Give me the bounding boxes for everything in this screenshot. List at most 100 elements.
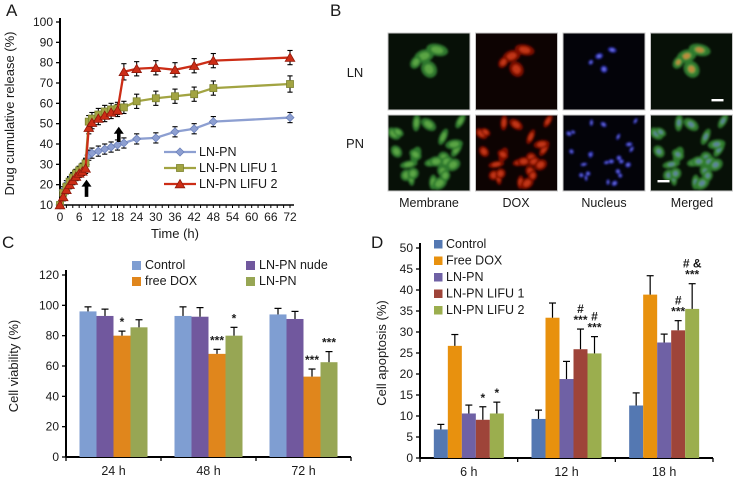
cell-blob: [626, 163, 630, 167]
cell-blob: [585, 176, 587, 180]
cell-blob: [677, 119, 681, 126]
legend-label: LN-PN LIFU 1: [199, 161, 278, 175]
cell-blob: [512, 64, 521, 74]
marker-diamond: [151, 133, 161, 143]
bar-LN-PN LIFU 2: [685, 308, 700, 458]
cell-blob: [545, 117, 551, 125]
panel-b-image-grid: [387, 32, 733, 192]
column-label-membrane: Membrane: [399, 196, 459, 210]
column-label-nucleus: Nucleus: [581, 196, 627, 210]
cell-blob: [676, 59, 681, 65]
y-tick-label: 30: [400, 325, 414, 339]
cell-blob: [613, 182, 616, 185]
cell-blob: [393, 148, 400, 155]
micro-tile-LN-Nucleus: [562, 32, 646, 111]
marker-triangle: [57, 191, 69, 202]
column-label-dox: DOX: [502, 196, 530, 210]
y-axis-title: Cell apoptosis (%): [374, 300, 389, 406]
x-tick-label: 24: [130, 210, 144, 224]
cell-blob: [607, 180, 609, 184]
significance-label: *: [120, 315, 125, 329]
micro-tile-border: [475, 32, 558, 111]
bar-LN-PN LIFU 1: [475, 419, 490, 458]
marker-diamond: [189, 124, 199, 134]
cell-blob: [520, 158, 528, 165]
legend-swatch: [246, 277, 255, 286]
y-tick-label: 5: [406, 430, 413, 444]
x-tick-label: 48: [207, 210, 221, 224]
row-label-ln: LN: [346, 65, 364, 80]
cell-blob: [667, 162, 675, 167]
cell-blob: [705, 173, 710, 178]
bar-Control: [629, 405, 644, 458]
x-tick-label: 72: [283, 210, 297, 224]
marker-square: [286, 80, 294, 88]
cells-layer: [498, 44, 535, 77]
y-tick-label: 100: [39, 298, 59, 312]
bar-free DOX: [113, 335, 131, 457]
bar-Control: [269, 314, 287, 457]
legend-label: LN-PN: [446, 270, 484, 284]
marker-triangle: [150, 62, 162, 72]
micro-tile-border: [562, 32, 646, 111]
y-axis-title: Drug cumulative release (%): [2, 31, 17, 195]
cell-blob: [695, 47, 704, 53]
cell-blob: [409, 170, 417, 177]
cell-blob: [435, 179, 444, 187]
x-axis-title: Time (h): [151, 226, 199, 241]
y-tick-label: 80: [46, 329, 60, 343]
cell-blob: [590, 121, 593, 125]
significance-label: #: [591, 310, 598, 324]
cell-blob: [395, 129, 402, 135]
cell-blob: [616, 170, 620, 173]
scale-bar: [657, 180, 670, 183]
cell-blob: [506, 52, 517, 60]
cell-blob: [457, 116, 464, 125]
cell-blob: [582, 163, 586, 166]
micro-tile-border: [562, 114, 646, 192]
marker-triangle: [188, 60, 200, 70]
y-tick-label: 120: [39, 268, 59, 282]
cell-blob: [412, 151, 419, 158]
y-tick-label: 60: [40, 96, 54, 110]
cell-blob: [572, 131, 575, 133]
x-category-label: 6 h: [460, 465, 477, 479]
cells-layer: [566, 118, 638, 187]
cell-blob: [481, 148, 487, 155]
y-axis-title: Cell viability (%): [6, 320, 21, 412]
bar-LN-PN: [225, 335, 243, 457]
legend-swatch: [434, 240, 443, 249]
cell-blob: [570, 150, 573, 153]
legend-label: LN-PN: [199, 145, 237, 159]
bar-Free DOX: [545, 317, 560, 458]
cell-blob: [424, 64, 434, 74]
micro-tile-PN-DOX: [475, 114, 558, 192]
legend-label: LN-PN nude: [259, 258, 328, 272]
panel-b-label: B: [330, 1, 342, 20]
bar-Free DOX: [447, 345, 462, 458]
bar-LN-PN: [130, 327, 148, 457]
cell-blob: [449, 141, 459, 148]
cell-blob: [482, 129, 489, 135]
marker-triangle: [174, 178, 186, 189]
x-tick-label: 18: [111, 210, 125, 224]
scale-bar: [711, 99, 724, 102]
legend-swatch: [434, 273, 443, 282]
legend-swatch: [246, 261, 255, 270]
cell-blob: [619, 174, 622, 177]
cell-blob: [449, 161, 458, 169]
marker-triangle: [131, 63, 143, 73]
significance-label: ***: [305, 353, 319, 367]
marker-triangle: [83, 122, 95, 132]
cell-blob: [713, 142, 720, 147]
cell-blob: [589, 61, 592, 64]
panel-d-label: D: [371, 233, 384, 252]
significance-label: *: [494, 386, 499, 400]
panel-c-label: C: [2, 233, 15, 252]
column-label-merged: Merged: [670, 196, 714, 210]
significance-label: ***: [587, 321, 601, 335]
row-label-pn: PN: [345, 136, 365, 151]
lifu-trigger-arrow-icon: [113, 126, 124, 142]
bar-LN-PN nude: [286, 318, 304, 457]
cell-blob: [609, 160, 613, 163]
